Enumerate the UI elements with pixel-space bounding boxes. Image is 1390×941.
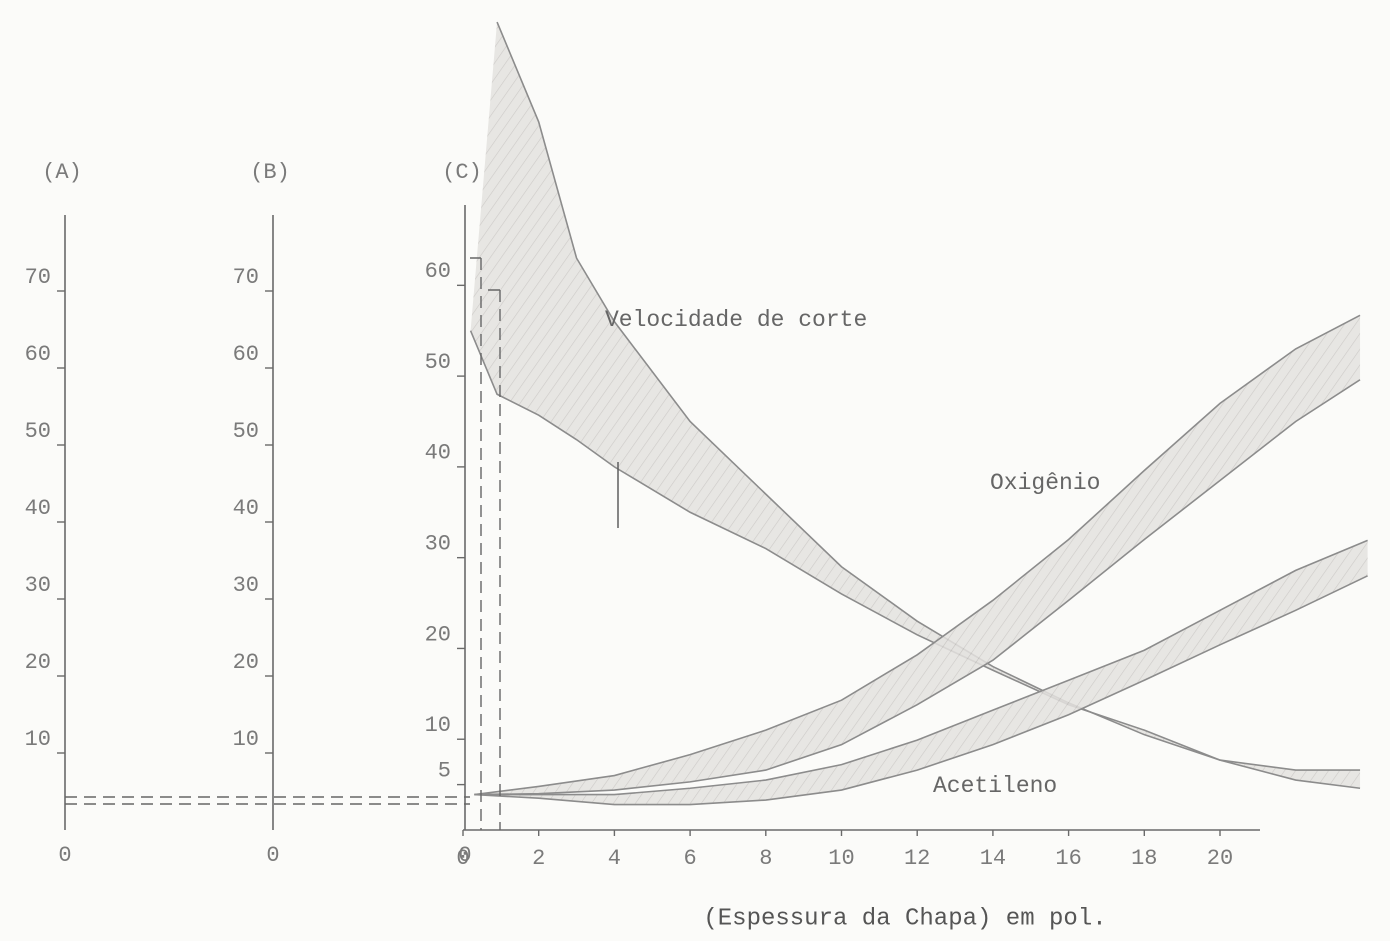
y-tick-label: 50 <box>25 419 51 444</box>
y-tick-label: 20 <box>233 650 259 675</box>
axis-title: (A) <box>42 160 82 185</box>
x-tick-label: 20 <box>1207 846 1233 871</box>
y-tick-label: 40 <box>425 441 451 466</box>
y-tick-label: 70 <box>25 265 51 290</box>
band-edge <box>469 330 1361 790</box>
band-edge <box>474 314 1361 796</box>
axis-title: (C) <box>442 160 482 185</box>
x-tick-label: 6 <box>683 846 696 871</box>
y-tick-label: 20 <box>25 650 51 675</box>
series-label: Oxigênio <box>990 470 1100 496</box>
x-tick-label: 18 <box>1131 846 1157 871</box>
band-edge <box>474 539 1368 796</box>
band-fill <box>470 22 1361 789</box>
axis-title: (B) <box>250 160 290 185</box>
y-tick-label: 30 <box>425 531 451 556</box>
y-tick-label: 0 <box>58 843 71 868</box>
band-edge <box>474 379 1361 796</box>
x-tick-label: 4 <box>608 846 621 871</box>
guide-lines <box>65 796 470 805</box>
x-tick-label: 16 <box>1055 846 1081 871</box>
y-tick-label: 0 <box>266 843 279 868</box>
band-fill <box>474 315 1361 795</box>
y-tick-label: 30 <box>25 573 51 598</box>
y-tick-label: 50 <box>425 350 451 375</box>
y-tick-label: 60 <box>233 342 259 367</box>
x-tick-label: 10 <box>828 846 854 871</box>
y-tick-label: 40 <box>233 496 259 521</box>
y-tick-label: 0 <box>458 843 471 868</box>
y-tick-label: 60 <box>425 259 451 284</box>
y-tick-label: 60 <box>25 342 51 367</box>
y-tick-label: 10 <box>425 713 451 738</box>
y-tick-label: 5 <box>438 758 451 783</box>
y-tick-label: 70 <box>233 265 259 290</box>
y-tick-label: 50 <box>233 419 259 444</box>
y-tick-label: 40 <box>25 496 51 521</box>
y-tick-label: 10 <box>25 727 51 752</box>
plot: Velocidade de corte Oxigênio Acetileno (A) 0… <box>25 21 1368 871</box>
x-tick-label: 2 <box>532 846 545 871</box>
x-tick-label: 0 <box>456 846 469 871</box>
x-tick-label: 8 <box>759 846 772 871</box>
x-tick-label: 12 <box>904 846 930 871</box>
band-edge <box>474 575 1368 806</box>
band-fill <box>474 540 1368 805</box>
y-tick-label: 30 <box>233 573 259 598</box>
x-axis-label: (Espessura da Chapa) em pol. <box>703 905 1106 932</box>
guide-lines <box>470 257 501 830</box>
y-tick-label: 10 <box>233 727 259 752</box>
series-label: Acetileno <box>933 773 1057 799</box>
x-tick-label: 14 <box>980 846 1006 871</box>
series-label: Velocidade de corte <box>605 307 867 333</box>
y-tick-label: 20 <box>425 622 451 647</box>
